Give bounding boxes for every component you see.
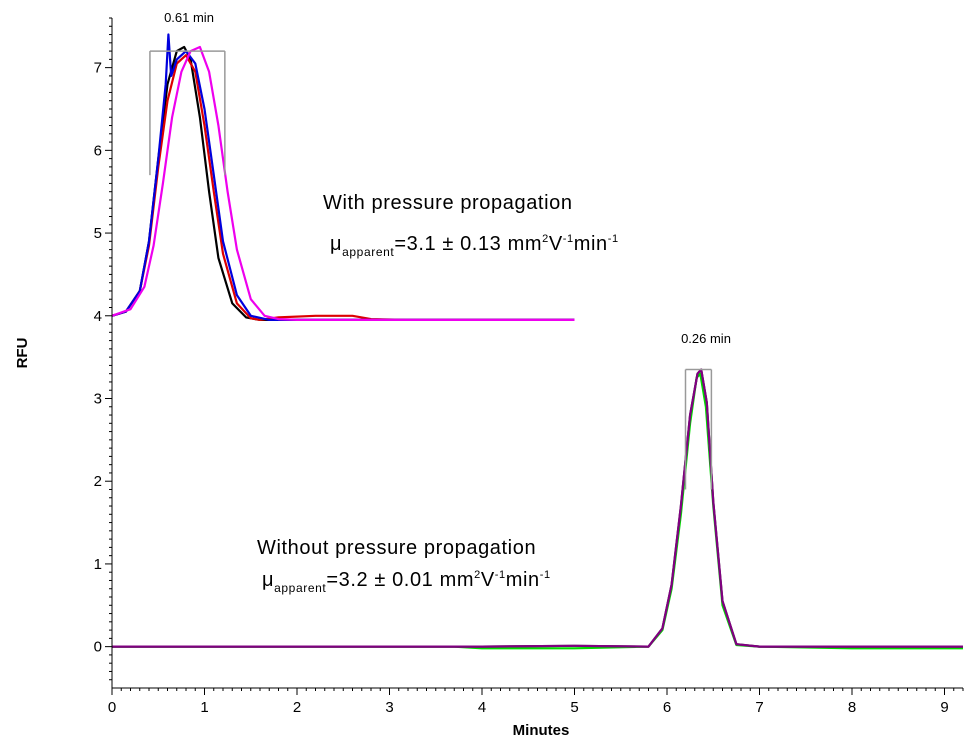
series-line-lower-6 [112, 368, 963, 648]
lower-annotation-title: Without pressure propagation [257, 537, 536, 559]
x-tick-label: 2 [293, 699, 301, 716]
upper-annotation-title: With pressure propagation [323, 192, 573, 214]
y-tick-label: 2 [94, 473, 102, 490]
lower-annotation-mobility: μapparent=3.2 ± 0.01 mm2V-1min-1 [262, 569, 551, 595]
axes-layer: 0 1 2 3 4 5 6 7 8 9 0 1 2 3 4 5 6 7 [94, 17, 964, 716]
x-axis-title: Minutes [513, 722, 570, 738]
x-tick-label: 7 [755, 699, 763, 716]
upper-width-label: 0.61 min [164, 10, 214, 25]
y-tick-label: 0 [94, 639, 102, 656]
x-tick-label: 0 [108, 699, 116, 716]
lower-width-label: 0.26 min [681, 331, 731, 346]
x-tick-label: 9 [940, 699, 948, 716]
y-tick-label: 3 [94, 390, 102, 407]
x-tick-label: 6 [663, 699, 671, 716]
x-tick-label: 8 [848, 699, 856, 716]
series-line-upper-3 [111, 45, 575, 321]
x-tick-label: 1 [200, 699, 208, 716]
y-axis-title: RFU [14, 338, 31, 369]
y-tick-label: 5 [94, 225, 102, 242]
y-tick-label: 1 [94, 556, 102, 573]
x-tick-label: 3 [385, 699, 393, 716]
x-tick-label: 5 [570, 699, 578, 716]
series-layer [111, 33, 963, 650]
y-tick-label: 7 [94, 60, 102, 77]
y-tick-label: 6 [94, 142, 102, 159]
series-line-upper-0 [111, 45, 575, 321]
series-line-lower-5 [112, 368, 963, 648]
series-line-lower-4 [112, 372, 963, 650]
series-line-upper-1 [111, 54, 575, 321]
x-tick-label: 4 [478, 699, 486, 716]
upper-annotation-mobility: μapparent=3.1 ± 0.13 mm2V-1min-1 [330, 233, 619, 259]
y-tick-label: 4 [94, 308, 102, 325]
